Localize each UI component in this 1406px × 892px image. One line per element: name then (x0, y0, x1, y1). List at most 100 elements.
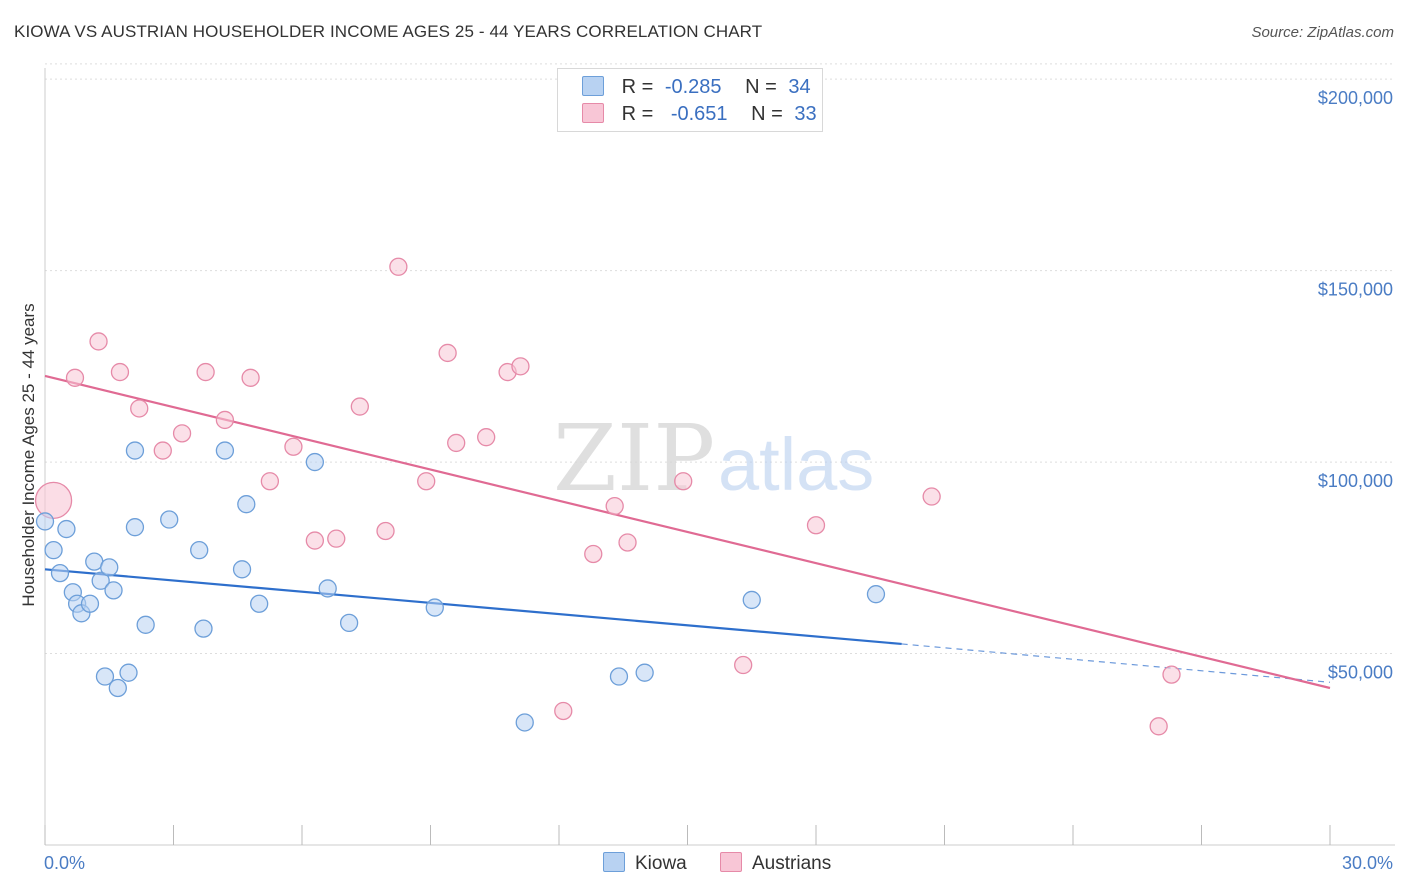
austrians-r-label: R = (621, 103, 654, 125)
y-axis-label: Householder Income Ages 25 - 44 years (19, 303, 38, 606)
axes (44, 68, 1395, 846)
kiowa-point (160, 510, 179, 529)
austrians-point (327, 529, 346, 548)
y-tick-labels: $50,000 $100,000 $150,000 $200,000 (1318, 88, 1393, 682)
kiowa-point (44, 540, 63, 560)
grid-lines (45, 63, 1395, 655)
chart-source: Source: ZipAtlas.com (1251, 24, 1394, 41)
austrians-point (34, 481, 73, 520)
kiowa-point (125, 518, 145, 537)
kiowa-point (95, 667, 115, 686)
kiowa-point (866, 585, 886, 604)
y-tick-label: $150,000 (1318, 280, 1393, 300)
austrians-point (241, 368, 260, 387)
kiowa-point (190, 540, 209, 560)
bottom-legend-kiowa: Kiowa (603, 852, 687, 875)
kiowa-point (50, 563, 70, 583)
austrians-point (734, 655, 753, 675)
austrians-point (305, 531, 325, 550)
kiowa-n-label: N = (745, 76, 777, 98)
x-tick-label-end: 30.0% (1342, 853, 1393, 873)
kiowa-point (100, 558, 119, 577)
kiowa-point (742, 590, 761, 610)
kiowa-point (305, 452, 325, 472)
correlation-legend: R = -0.285 N = 34 R = -0.651 N = 33 (557, 68, 823, 132)
kiowa-point (250, 594, 269, 613)
kiowa-point (215, 441, 235, 460)
austrians-point (438, 343, 457, 363)
kiowa-point (57, 519, 76, 539)
austrians-point (172, 424, 192, 443)
kiowa-point (104, 581, 123, 600)
austrians-point (511, 357, 530, 376)
austrians-point (806, 516, 826, 535)
austrians-n-value: 33 (794, 103, 817, 125)
kiowa-trend-extrapolated (901, 643, 1331, 683)
chart-title: KIOWA VS AUSTRIAN HOUSEHOLDER INCOME AGE… (14, 22, 763, 41)
austrians-point (260, 472, 280, 491)
austrians-point (376, 521, 395, 541)
austrians-point (153, 441, 172, 460)
austrians-point (1162, 665, 1181, 684)
kiowa-point (609, 667, 629, 686)
kiowa-point (136, 615, 155, 634)
watermark-zip: ZIP (553, 405, 715, 512)
kiowa-point (515, 713, 534, 732)
legend-row-austrians: R = -0.651 N = 33 (582, 103, 817, 127)
y-tick-label: $100,000 (1318, 471, 1393, 491)
trend-lines (44, 374, 1331, 690)
bottom-austrians-label: Austrians (752, 853, 832, 874)
kiowa-point (635, 663, 654, 682)
bottom-legend-austrians: Austrians (720, 852, 831, 875)
austrians-point (215, 410, 235, 430)
austrians-point (89, 332, 108, 351)
austrians-point (674, 472, 693, 491)
austrians-point (110, 362, 130, 382)
kiowa-point (194, 619, 213, 638)
data-points (34, 257, 1181, 736)
kiowa-point (237, 495, 256, 514)
austrians-point (284, 437, 303, 456)
kiowa-point (232, 560, 252, 579)
kiowa-point (125, 441, 145, 460)
bottom-austrians-swatch (720, 852, 742, 872)
austrians-point (477, 428, 496, 447)
kiowa-r-label: R = (621, 76, 654, 98)
y-tick-label: $50,000 (1328, 663, 1393, 683)
austrians-point (417, 472, 436, 491)
kiowa-n-value: 34 (788, 76, 811, 98)
kiowa-point (108, 678, 127, 698)
kiowa-point (80, 594, 100, 613)
austrians-point (605, 496, 624, 516)
kiowa-point (339, 613, 359, 633)
austrians-swatch (582, 103, 604, 123)
austrians-point (447, 433, 466, 453)
legend-row-kiowa: R = -0.285 N = 34 (582, 76, 811, 100)
austrians-point (350, 397, 369, 416)
austrians-point (65, 368, 85, 387)
austrians-point (130, 399, 149, 418)
kiowa-point (119, 663, 138, 682)
kiowa-swatch (582, 76, 604, 96)
austrians-point (1149, 717, 1168, 736)
y-tick-label: $200,000 (1318, 88, 1393, 108)
watermark-atlas: atlas (718, 423, 874, 506)
kiowa-point (425, 598, 444, 617)
bottom-kiowa-swatch (603, 852, 625, 872)
bottom-kiowa-label: Kiowa (635, 853, 687, 874)
kiowa-point (318, 579, 337, 598)
kiowa-point (35, 512, 55, 531)
austrians-r-value: -0.651 (670, 103, 728, 125)
kiowa-trend-line (44, 568, 902, 646)
austrians-point (196, 362, 215, 382)
austrians-point (922, 487, 941, 506)
austrians-point (584, 544, 603, 564)
watermark: ZIP atlas (553, 405, 874, 512)
austrians-n-label: N = (751, 103, 783, 125)
x-tick-labels: 0.0% 30.0% (44, 853, 1393, 873)
austrians-point (618, 533, 637, 552)
austrians-point (389, 257, 408, 276)
kiowa-r-value: -0.285 (664, 76, 722, 98)
austrians-point (554, 701, 573, 721)
